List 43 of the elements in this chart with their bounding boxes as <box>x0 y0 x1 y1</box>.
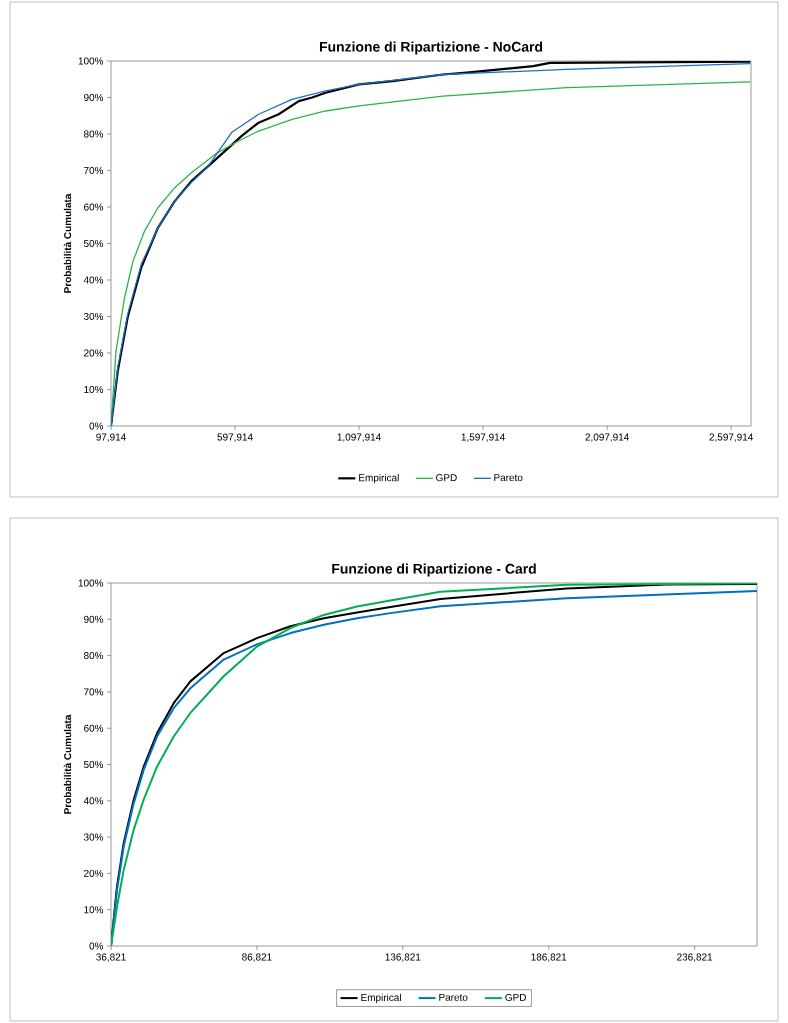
chart-title: Funzione di Ripartizione - NoCard <box>319 41 543 55</box>
legend-label: GPD <box>436 474 457 482</box>
y-tick-label: 30% <box>83 312 104 321</box>
y-tick-label: 60% <box>84 203 104 211</box>
y-tick-label: 100% <box>78 57 104 65</box>
y-tick-label: 90% <box>84 615 104 623</box>
y-tick-label: 20% <box>84 349 104 357</box>
x-tick-label: 1,597,914 <box>461 433 505 442</box>
y-tick-label: 10% <box>84 385 104 394</box>
y-axis-title: Probabilità Cumulata <box>63 193 72 293</box>
y-tick-label: 50% <box>83 760 104 769</box>
y-tick-label: 60% <box>84 724 104 732</box>
y-tick-label: 40% <box>83 276 104 284</box>
y-tick-label: 0% <box>89 422 104 430</box>
x-tick-label: 1,097,914 <box>337 433 381 442</box>
legend-label: Pareto <box>494 474 523 482</box>
y-tick-label: 10% <box>84 906 104 914</box>
y-tick-label: 70% <box>84 688 104 696</box>
x-tick-label: 186,821 <box>531 953 567 962</box>
x-tick-label: 36,821 <box>96 953 126 962</box>
y-tick-label: 50% <box>83 239 104 248</box>
chart-title: Funzione di Ripartizione - Card <box>332 563 536 577</box>
legend-label: Empirical <box>359 473 399 484</box>
legend-label: Empirical <box>361 993 401 1004</box>
x-tick-label: 2,097,914 <box>585 433 629 442</box>
x-tick-label: 597,914 <box>217 433 253 442</box>
x-tick-label: 236,821 <box>677 953 713 962</box>
y-tick-label: 0% <box>89 942 104 950</box>
legend-label: Pareto <box>439 993 468 1001</box>
legend-label: GPD <box>505 993 526 1001</box>
x-tick-label: 136,821 <box>385 953 421 962</box>
x-tick-label: 97,914 <box>96 433 126 442</box>
y-tick-label: 80% <box>83 652 104 660</box>
x-tick-label: 2,597,914 <box>709 433 754 442</box>
y-tick-label: 70% <box>84 166 104 175</box>
y-tick-label: 90% <box>84 93 104 102</box>
y-tick-label: 30% <box>83 833 104 841</box>
y-axis-title: Probabilità Cumulata <box>63 714 72 814</box>
y-tick-label: 80% <box>83 130 104 138</box>
y-tick-label: 100% <box>78 579 104 587</box>
y-tick-label: 20% <box>84 869 104 877</box>
y-tick-label: 40% <box>83 797 104 805</box>
x-tick-label: 86,821 <box>242 953 272 962</box>
